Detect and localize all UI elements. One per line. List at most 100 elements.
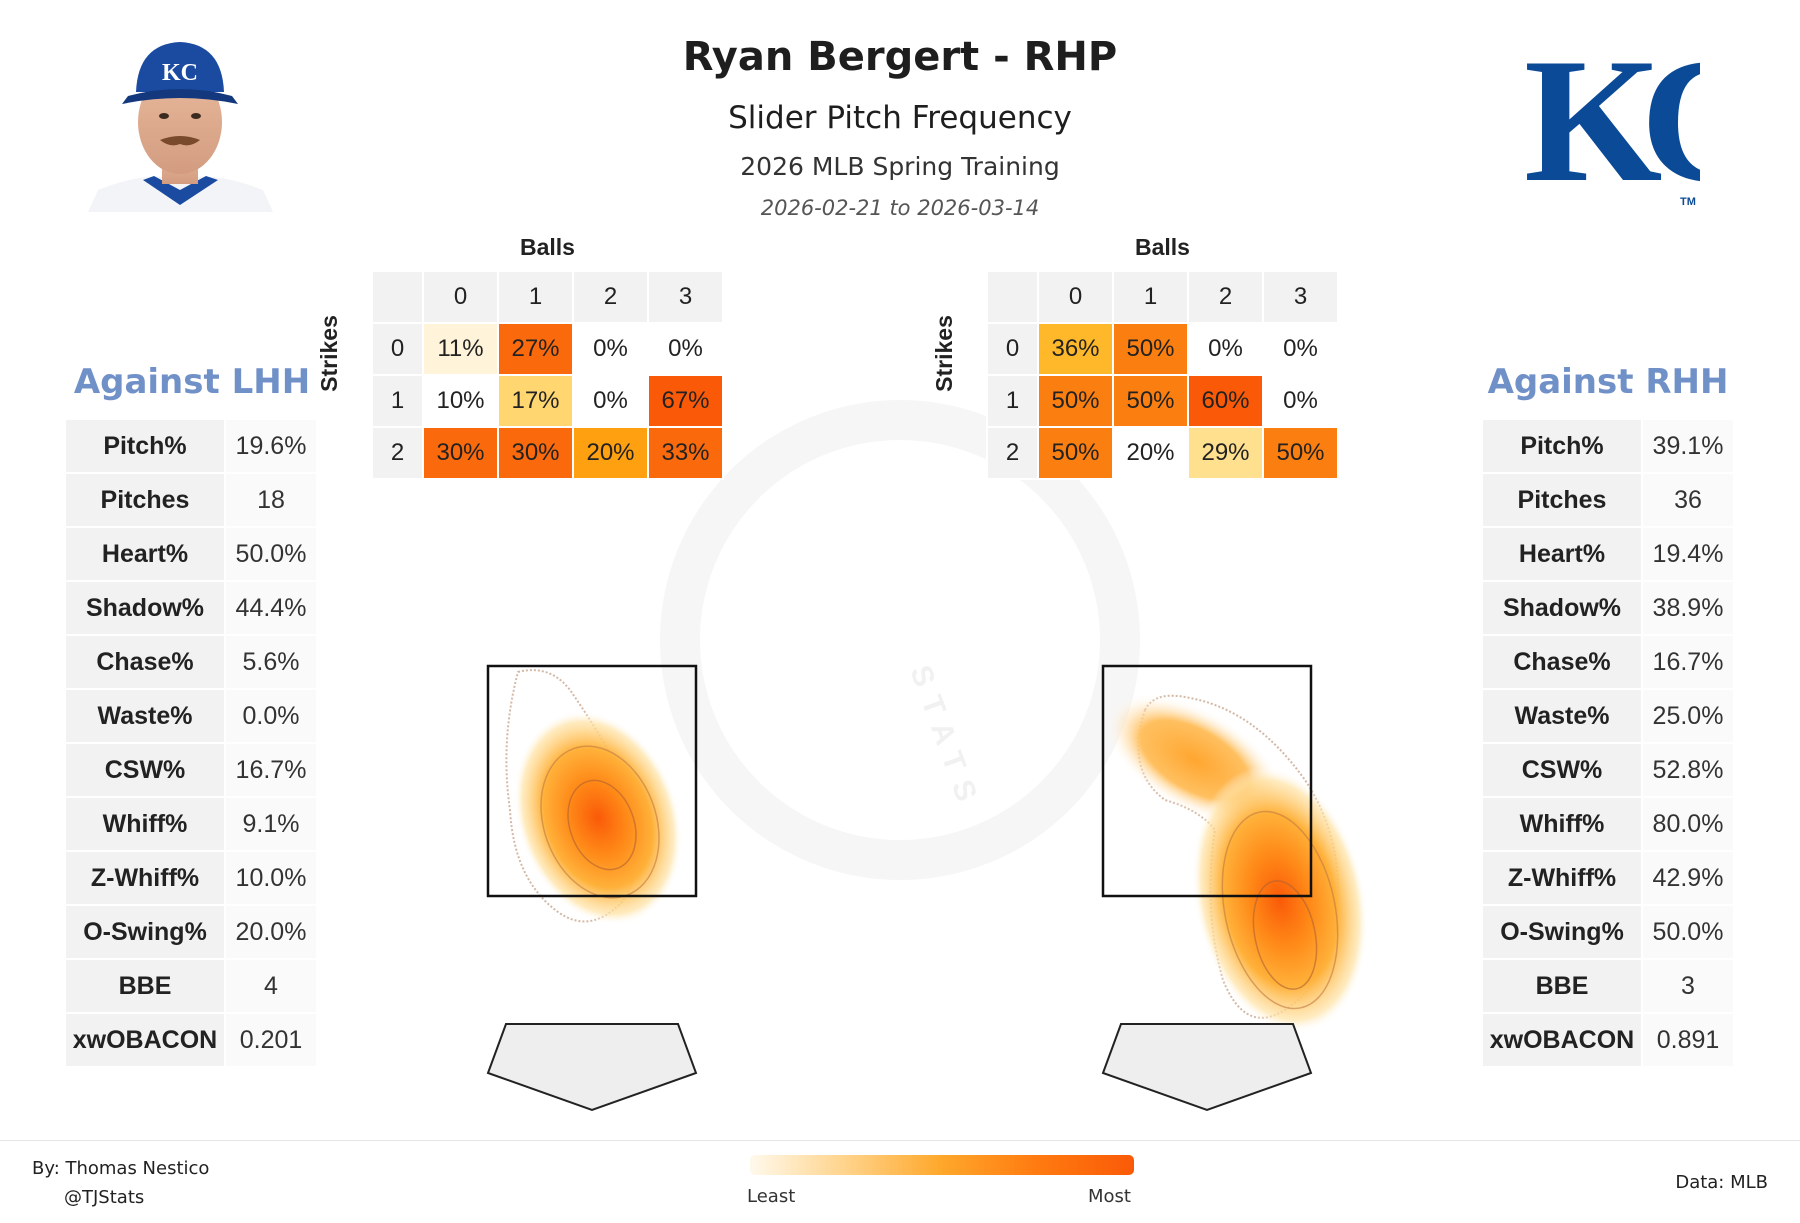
balls-column-header: 2 <box>572 270 649 324</box>
count-cell: 50% <box>1112 322 1189 376</box>
stat-label: Shadow% <box>64 580 226 636</box>
balls-column-header: 3 <box>647 270 724 324</box>
team-logo: KC TM <box>1524 30 1700 210</box>
stat-value: 9.1% <box>224 796 318 852</box>
stat-value: 36 <box>1641 472 1735 528</box>
season-label: 2026 MLB Spring Training <box>740 152 1060 181</box>
rhh-title: Against RHH <box>1487 362 1729 402</box>
count-cell: 0% <box>647 322 724 376</box>
stat-row: Z-Whiff% 10.0% <box>64 850 318 906</box>
stat-value: 25.0% <box>1641 688 1735 744</box>
count-cell: 0% <box>572 374 649 428</box>
count-cell: 60% <box>1187 374 1264 428</box>
count-cell: 36% <box>1037 322 1114 376</box>
balls-column-header: 3 <box>1262 270 1339 324</box>
lhh-title: Against LHH <box>73 362 311 402</box>
count-row: 0 36% 50% 0% 0% <box>986 322 1339 376</box>
color-scale-least-label: Least <box>747 1186 796 1207</box>
count-cell: 0% <box>1262 322 1339 376</box>
stat-value: 20.0% <box>224 904 318 960</box>
stat-label: BBE <box>1481 958 1643 1014</box>
count-cell: 10% <box>422 374 499 428</box>
stat-label: Waste% <box>1481 688 1643 744</box>
stat-label: Pitch% <box>1481 418 1643 474</box>
count-cell: 11% <box>422 322 499 376</box>
count-cell: 50% <box>1037 426 1114 480</box>
stat-row: Pitch% 39.1% <box>1481 418 1735 474</box>
stat-row: Waste% 0.0% <box>64 688 318 744</box>
stat-value: 0.891 <box>1641 1012 1735 1068</box>
stat-value: 50.0% <box>1641 904 1735 960</box>
stat-row: BBE 3 <box>1481 958 1735 1014</box>
strikes-row-header: 2 <box>371 426 424 480</box>
trademark-mark: TM <box>1680 196 1696 208</box>
count-cell: 0% <box>1187 322 1264 376</box>
stat-label: Pitch% <box>64 418 226 474</box>
color-scale-most-label: Most <box>1088 1186 1131 1207</box>
balls-column-header: 1 <box>497 270 574 324</box>
count-cell: 67% <box>647 374 724 428</box>
stat-value: 38.9% <box>1641 580 1735 636</box>
stat-value: 80.0% <box>1641 796 1735 852</box>
rhh-location-heatmap <box>1101 664 1368 1112</box>
color-scale-bar <box>750 1155 1134 1175</box>
stat-row: xwOBACON 0.891 <box>1481 1012 1735 1068</box>
data-source: Data: MLB <box>1675 1172 1768 1193</box>
strikes-row-header: 0 <box>986 322 1039 376</box>
rhh-density-blob <box>1192 766 1368 1034</box>
lhh-density-blob <box>513 711 683 925</box>
svg-text:STATS: STATS <box>903 661 987 817</box>
footer-divider <box>0 1140 1800 1141</box>
stat-label: xwOBACON <box>64 1012 226 1068</box>
stat-value: 39.1% <box>1641 418 1735 474</box>
page-title: Ryan Bergert - RHP <box>682 34 1118 80</box>
stat-row: CSW% 52.8% <box>1481 742 1735 798</box>
stat-row: Chase% 5.6% <box>64 634 318 690</box>
stat-row: Whiff% 80.0% <box>1481 796 1735 852</box>
rhh-count-matrix: 0 1 2 3 0 36% 50% 0% 0% 1 50% 50% 60% 0% 2 50% 20% 29% 50% <box>986 270 1339 480</box>
stat-row: Chase% 16.7% <box>1481 634 1735 690</box>
rhh-strikes-label: Strikes <box>930 315 957 392</box>
count-cell: 27% <box>497 322 574 376</box>
watermark-logo: STATS <box>660 400 1140 880</box>
strikes-row-header: 0 <box>371 322 424 376</box>
stat-label: Z-Whiff% <box>1481 850 1643 906</box>
balls-column-header: 1 <box>1112 270 1189 324</box>
author-byline: By: Thomas Nestico <box>32 1158 210 1179</box>
stat-value: 42.9% <box>1641 850 1735 906</box>
count-corner-cell <box>371 270 424 324</box>
lhh-count-matrix: 0 1 2 3 0 11% 27% 0% 0% 1 10% 17% 0% 67% 2 30% 30% 20% 33% <box>371 270 724 480</box>
stat-label: O-Swing% <box>64 904 226 960</box>
rhh-density-contour <box>1252 880 1318 990</box>
stat-value: 5.6% <box>224 634 318 690</box>
strikes-row-header: 1 <box>986 374 1039 428</box>
stat-label: Z-Whiff% <box>64 850 226 906</box>
stat-label: Shadow% <box>1481 580 1643 636</box>
rhh-home-plate <box>1101 1023 1313 1112</box>
rhh-balls-label: Balls <box>1135 234 1190 260</box>
lhh-strike-zone <box>486 664 698 898</box>
stat-row: xwOBACON 0.201 <box>64 1012 318 1068</box>
balls-column-header: 0 <box>1037 270 1114 324</box>
count-row: 2 30% 30% 20% 33% <box>371 426 724 480</box>
stat-label: Waste% <box>64 688 226 744</box>
count-cell: 0% <box>572 322 649 376</box>
stat-label: xwOBACON <box>1481 1012 1643 1068</box>
team-logo-text: KC <box>1524 30 1700 210</box>
count-cell: 20% <box>572 426 649 480</box>
author-handle: @TJStats <box>64 1187 145 1208</box>
count-row: 0 11% 27% 0% 0% <box>371 322 724 376</box>
stat-row: CSW% 16.7% <box>64 742 318 798</box>
count-row: 1 50% 50% 60% 0% <box>986 374 1339 428</box>
stat-label: Whiff% <box>64 796 226 852</box>
stat-label: O-Swing% <box>1481 904 1643 960</box>
stat-row: O-Swing% 20.0% <box>64 904 318 960</box>
count-cell: 29% <box>1187 426 1264 480</box>
date-range: 2026-02-21 to 2026-03-14 <box>760 196 1040 220</box>
stat-row: Heart% 19.4% <box>1481 526 1735 582</box>
stat-label: Heart% <box>64 526 226 582</box>
stat-value: 0.0% <box>224 688 318 744</box>
count-cell: 50% <box>1112 374 1189 428</box>
stat-row: Pitch% 19.6% <box>64 418 318 474</box>
